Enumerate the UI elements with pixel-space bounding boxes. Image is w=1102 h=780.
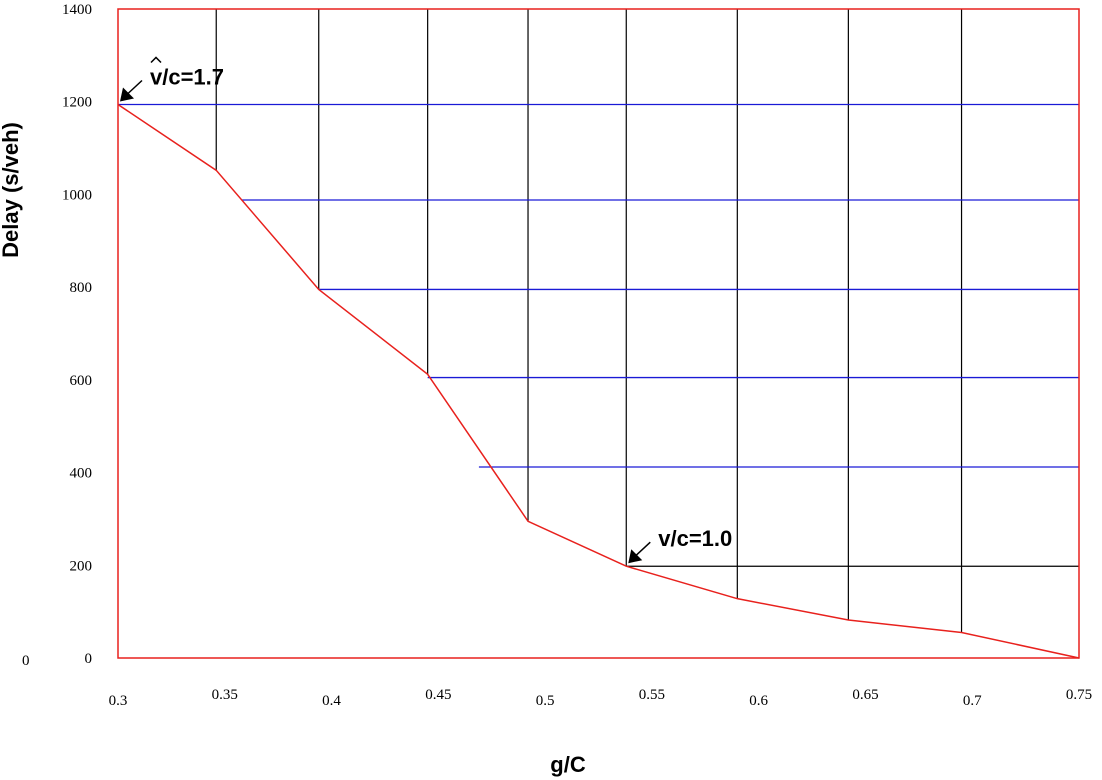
annotation-hat-mark	[150, 56, 162, 64]
x-axis-title: g/C	[550, 752, 586, 777]
y-tick-label: 0	[85, 651, 93, 667]
origin-label: 0	[22, 653, 30, 669]
annotation-arrowhead	[628, 549, 643, 564]
vertical-grid	[215, 9, 963, 633]
y-tick-label: 1000	[62, 187, 92, 203]
y-tick-labels: 0 200 400 600 800 1000 1200 1400	[62, 2, 92, 667]
delay-curve-line	[117, 103, 1080, 659]
x-tick-label: 0.4	[322, 693, 341, 709]
annotation-arrowhead	[120, 87, 134, 102]
x-tick-label: 0.45	[425, 687, 451, 703]
level-lines	[118, 103, 1079, 567]
annotation-arrow-shaft	[635, 541, 651, 556]
annotation-vc-1-0: v/c=1.0	[628, 526, 732, 564]
plot-frame	[117, 8, 1080, 659]
annotation-label: v/c=1.7	[150, 64, 224, 89]
x-tick-label: 0.5	[536, 693, 555, 709]
x-tick-label: 0.65	[852, 687, 878, 703]
x-tick-labels: 0.3 0.35 0.4 0.45 0.5 0.55 0.6 0.65 0.7 0.75	[109, 687, 1093, 709]
annotation-vc-1-7: v/c=1.7	[120, 56, 224, 102]
y-tick-label: 800	[70, 280, 93, 296]
x-tick-label: 0.55	[639, 687, 665, 703]
y-tick-label: 200	[70, 558, 93, 574]
y-tick-label: 400	[70, 466, 93, 482]
x-tick-label: 0.6	[749, 693, 768, 709]
annotation-label: v/c=1.0	[658, 526, 732, 551]
y-tick-label: 600	[70, 373, 93, 389]
annotation-arrow-shaft	[127, 79, 143, 95]
y-axis-title: Delay (s/veh)	[0, 122, 23, 258]
x-tick-label: 0.7	[963, 693, 982, 709]
y-tick-label: 1200	[62, 95, 92, 111]
x-tick-label: 0.75	[1066, 687, 1092, 703]
annotations: v/c=1.7 v/c=1.0	[120, 56, 732, 564]
x-tick-label: 0.35	[212, 687, 238, 703]
x-tick-label: 0.3	[109, 693, 128, 709]
y-tick-label: 1400	[62, 2, 92, 18]
